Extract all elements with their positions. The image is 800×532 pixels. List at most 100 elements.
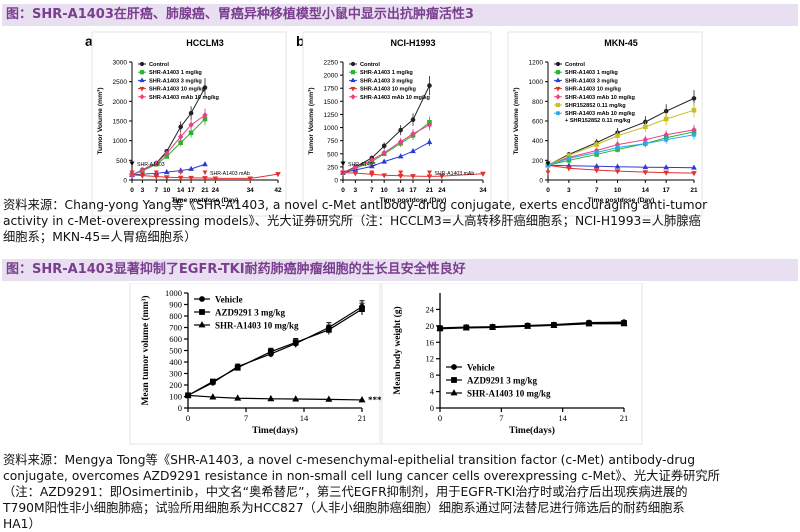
data-point: [566, 156, 572, 161]
treatment-marker-mab: [545, 170, 551, 175]
y-tick-label: 800: [169, 311, 182, 321]
source-2-line-4: T790M阳性非小细胞肺癌；试验所用细胞系为HCC827（人非小细胞肺癌细胞）细…: [3, 501, 685, 515]
data-point: [139, 173, 146, 179]
treatment-marker-mab: [426, 170, 432, 175]
legend-label: Control: [360, 62, 380, 68]
panel-frame: [507, 31, 703, 217]
source-2-line-3: （注：AZD9291：即Osimertinib，中文名“奥希替尼”，第三代EGF…: [3, 485, 688, 499]
y-axis-label: Tumor Volume (mm³): [97, 87, 104, 154]
y-tick-label: 400: [532, 138, 543, 145]
x-tick-label: 17: [187, 187, 195, 194]
y-tick-label: 2000: [113, 99, 128, 106]
data-point: [691, 96, 697, 101]
legend-label: + SHR152852 0.11 mg/kg: [565, 118, 631, 124]
y-tick-label: 16: [426, 337, 435, 347]
legend-label: AZD9291 3 mg/kg: [215, 308, 286, 318]
data-point: [663, 137, 669, 143]
x-tick-label: 24: [212, 187, 220, 194]
data-point: [438, 174, 445, 180]
source-1-line-1: 资料来源：Chang-yong Yang等《SHR-A1403, a novel…: [3, 198, 708, 212]
y-tick-label: 300: [169, 369, 182, 379]
x-tick-label: 0: [546, 187, 550, 194]
legend-label: SHR-A1403 1 mg/kg: [565, 70, 618, 76]
data-point: [178, 140, 183, 145]
source-2-line-5: HA1）: [3, 517, 41, 531]
x-axis-label: Time postdose (Day): [380, 197, 447, 204]
legend-marker: [198, 321, 206, 328]
legend-marker: [139, 61, 145, 67]
legend-label: Vehicle: [467, 363, 495, 373]
data-point: [139, 167, 146, 174]
data-point: [234, 394, 242, 401]
x-axis-label: Time postdose (Day): [588, 197, 655, 204]
legend-label: SHR-A1403 mAb 10 mg/kg: [565, 95, 636, 101]
legend-label: SHR-A1403 10 mg/kg: [360, 87, 417, 93]
legend-marker: [555, 77, 561, 83]
chart-title: HCCLM3: [186, 38, 224, 48]
data-point: [566, 166, 572, 172]
data-point: [209, 393, 217, 400]
data-point: [663, 170, 670, 176]
legend-label: SHR-A1403 10 mg/kg: [467, 389, 551, 399]
annotation-mab: SHR-A1403 mAb: [210, 171, 250, 177]
data-point: [691, 164, 697, 170]
data-point: [524, 322, 532, 329]
data-point: [410, 147, 416, 154]
y-axis-label: Tumor Volume (mm³): [308, 87, 315, 154]
legend-label: SHR-A1403 mAb 10 mg/kg: [360, 95, 431, 101]
data-point: [397, 153, 404, 159]
data-point: [153, 174, 160, 180]
panel-b-label: b: [296, 33, 305, 49]
significance-label: ****: [368, 395, 387, 405]
legend-marker: [555, 102, 561, 108]
data-point: [247, 176, 254, 182]
data-point: [202, 176, 208, 182]
y-tick-label: 1000: [113, 138, 128, 145]
data-point: [594, 150, 600, 155]
legend-label: SHR-A1403 3 mg/kg: [360, 78, 413, 84]
figure-1-title: 图：SHR-A1403在肝癌、肺腺癌、胃癌异种移植模型小鼠中显示出抗肿瘤活性3: [2, 4, 798, 26]
x-axis-label: Time postdose (Day): [172, 197, 239, 204]
data-point: [234, 364, 241, 371]
data-point: [691, 132, 697, 138]
data-point: [642, 170, 649, 176]
data-point: [153, 160, 159, 167]
y-tick-label: 1000: [324, 125, 339, 132]
y-tick-label: 750: [327, 138, 338, 145]
data-point: [594, 142, 599, 147]
data-point: [663, 108, 669, 114]
annotation-dose: SHR-A1403: [137, 162, 165, 168]
y-tick-label: 200: [532, 158, 543, 165]
data-point: [163, 168, 170, 175]
data-point: [368, 163, 375, 169]
legend-label: Control: [565, 62, 585, 68]
y-tick-label: 1000: [165, 288, 182, 298]
data-point: [426, 121, 433, 129]
data-point: [163, 175, 170, 181]
data-point: [620, 319, 628, 327]
y-tick-label: 1750: [324, 86, 339, 93]
y-tick-label: 0: [178, 403, 182, 413]
x-tick-label: 14: [558, 413, 567, 423]
data-point: [188, 121, 194, 129]
data-point: [410, 117, 416, 122]
y-tick-label: 1000: [529, 79, 544, 86]
data-point: [164, 150, 170, 157]
x-tick-label: 14: [300, 413, 309, 423]
x-tick-label: 24: [438, 187, 446, 194]
legend-marker: [555, 93, 561, 100]
x-tick-label: 17: [663, 187, 671, 194]
legend-marker: [139, 93, 145, 100]
legend-marker: [555, 86, 561, 92]
treatment-marker-mab: [340, 170, 346, 175]
y-tick-label: 1250: [324, 112, 339, 119]
data-point: [642, 164, 649, 170]
x-tick-label: 7: [155, 187, 159, 194]
source-1-line-3: 细胞系；MKN-45=人胃癌细胞系）: [3, 230, 197, 244]
panel-frame: [91, 31, 287, 217]
legend-marker: [450, 389, 458, 396]
x-tick-label: 21: [426, 187, 434, 194]
data-point: [489, 323, 497, 330]
x-tick-label: 0: [130, 187, 134, 194]
